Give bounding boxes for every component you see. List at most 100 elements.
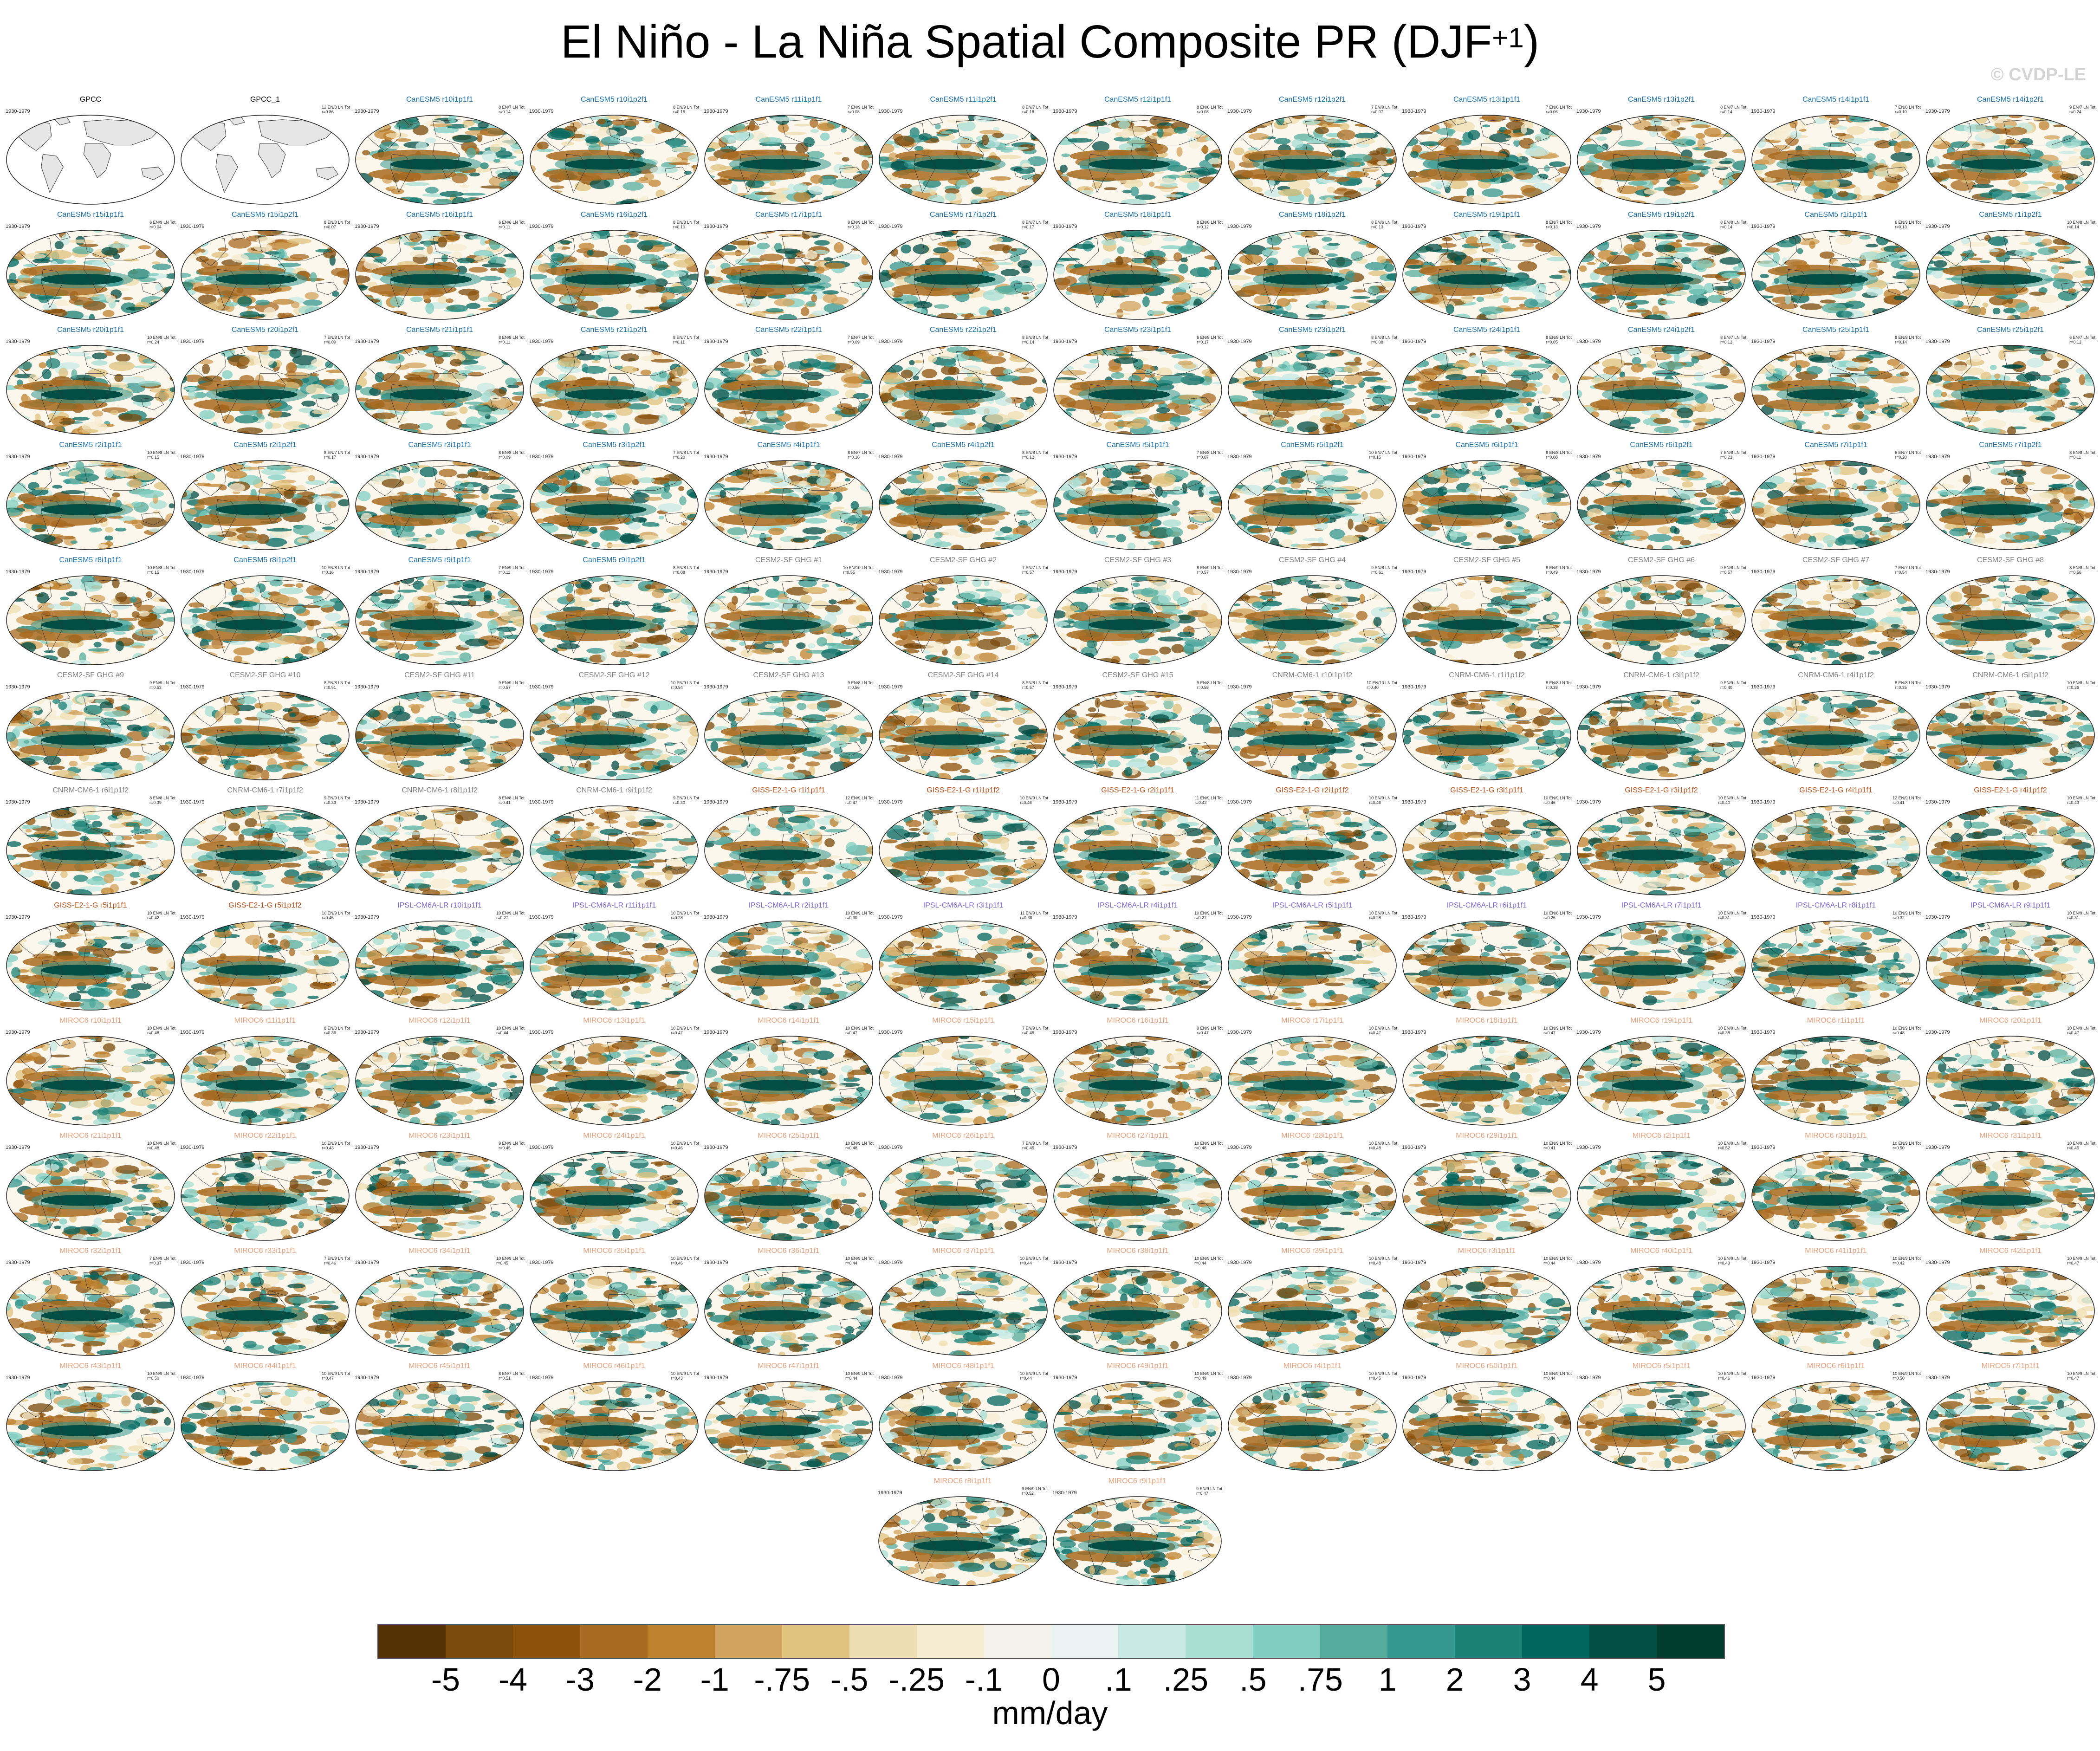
anomaly-patch	[1015, 166, 1035, 174]
anomaly-patch	[1895, 187, 1914, 196]
anomaly-patch	[879, 416, 888, 420]
anomaly-patch	[818, 230, 832, 232]
anomaly-patch	[477, 122, 489, 129]
anomaly-patch	[2080, 161, 2092, 166]
anomaly-patch	[322, 238, 340, 248]
anomaly-patch	[360, 115, 369, 121]
anomaly-patch	[2081, 116, 2091, 123]
anomaly-patch	[1556, 352, 1567, 360]
anomaly-patch	[1054, 247, 1067, 251]
anomaly-patch	[1789, 230, 1799, 233]
anomaly-patch	[1118, 120, 1130, 129]
anomaly-patch	[1354, 357, 1361, 363]
map-plot	[1228, 115, 1397, 205]
anomaly-patch	[530, 313, 539, 317]
anomaly-patch	[1034, 115, 1045, 121]
anomaly-patch	[720, 361, 745, 369]
anomaly-patch	[1023, 310, 1033, 318]
anomaly-patch	[724, 191, 733, 196]
anomaly-patch	[530, 300, 545, 311]
anomaly-patch	[832, 425, 841, 432]
anomaly-patch	[1491, 362, 1515, 366]
anomaly-patch	[739, 411, 753, 415]
anomaly-patch	[1327, 187, 1335, 193]
anomaly-patch	[1037, 189, 1047, 195]
anomaly-patch	[1565, 430, 1571, 435]
anomaly-patch	[545, 193, 561, 204]
anomaly-patch	[809, 428, 817, 432]
panel-title: CanESM5 r22i1p1f1	[702, 326, 875, 334]
anomaly-patch	[1412, 423, 1426, 431]
anomaly-patch	[325, 370, 349, 373]
anomaly-patch	[1860, 252, 1881, 260]
anomaly-patch	[222, 370, 233, 379]
anomaly-patch	[490, 268, 498, 271]
anomaly-patch	[1212, 117, 1222, 126]
anomaly-patch	[1933, 260, 1947, 268]
map-panel: CanESM5 r16i1p1f1 1930-1979 6 EN/6 LN Tot …	[353, 211, 526, 325]
anomaly-patch	[1583, 230, 1606, 234]
anomaly-patch	[1130, 186, 1139, 196]
anomaly-patch	[2068, 302, 2092, 312]
anomaly-patch	[557, 310, 570, 318]
anomaly-patch	[1486, 357, 1500, 363]
anomaly-patch	[604, 254, 619, 264]
anomaly-patch	[503, 310, 524, 318]
anomaly-patch	[1650, 118, 1662, 127]
anomaly-patch	[1591, 195, 1606, 199]
anomaly-patch	[1926, 187, 1934, 197]
continent-outline	[914, 154, 936, 193]
anomaly-patch	[888, 118, 895, 123]
anomaly-patch	[1481, 259, 1488, 263]
anomaly-patch	[1033, 416, 1047, 425]
anomaly-patch	[675, 192, 692, 202]
anomaly-patch	[2068, 288, 2076, 293]
anomaly-patch	[1739, 234, 1745, 244]
anomaly-patch	[1357, 345, 1365, 349]
anomaly-patch	[2035, 295, 2060, 303]
anomaly-patch	[317, 421, 340, 430]
anomaly-patch	[1523, 414, 1542, 423]
anomaly-patch	[46, 250, 72, 259]
anomaly-patch	[448, 115, 457, 123]
anomaly-patch	[688, 183, 695, 187]
map-plot	[1228, 230, 1397, 320]
anomaly-patch	[488, 230, 510, 236]
anomaly-patch	[1054, 426, 1077, 432]
anomaly-patch	[852, 349, 860, 353]
anomaly-patch	[358, 134, 364, 143]
anomaly-patch	[889, 421, 903, 431]
map-border	[1228, 115, 1397, 205]
anomaly-patch	[1581, 193, 1604, 199]
anomaly-patch	[33, 230, 52, 234]
anomaly-patch	[2029, 292, 2046, 296]
anomaly-patch	[705, 233, 721, 237]
anomaly-patch	[1546, 257, 1567, 261]
anomaly-patch	[624, 239, 639, 243]
anomaly-patch	[468, 372, 484, 376]
anomaly-patch	[1245, 316, 1257, 319]
anomaly-patch	[1004, 306, 1011, 312]
anomaly-patch	[1189, 141, 1200, 149]
anomaly-patch	[452, 135, 478, 143]
anomaly-patch	[1042, 234, 1047, 242]
panel-years: 1930-1979	[6, 339, 30, 344]
anomaly-patch	[1902, 289, 1914, 296]
anomaly-patch	[649, 201, 658, 204]
anomaly-patch	[482, 150, 497, 162]
anomaly-patch	[1938, 188, 1948, 197]
anomaly-patch	[1507, 366, 1528, 371]
map-plot	[1577, 345, 1746, 435]
panel-years: 1930-1979	[1402, 109, 1426, 114]
anomaly-patch	[1939, 251, 1952, 256]
anomaly-patch	[1580, 300, 1593, 304]
anomaly-patch	[708, 115, 724, 119]
anomaly-patch	[450, 359, 462, 367]
panel-years: 1930-1979	[1053, 339, 1077, 344]
anomaly-patch	[1038, 177, 1047, 186]
anomaly-patch	[189, 311, 211, 319]
anomaly-patch	[168, 426, 175, 431]
anomaly-patch	[879, 180, 889, 186]
anomaly-patch	[1387, 158, 1394, 164]
anomaly-patch	[1325, 301, 1337, 311]
